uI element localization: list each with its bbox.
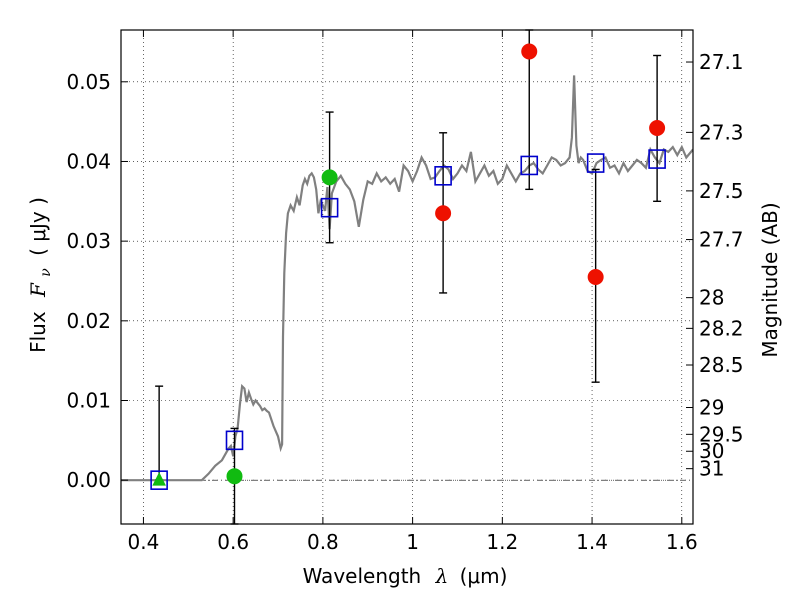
x-tick-label: 1.6 [666, 530, 698, 554]
y-axis-label-symbol: F [26, 282, 50, 298]
y2-tick-label: 27.5 [699, 179, 744, 203]
triangle-marker [152, 472, 166, 486]
ticks: 0.4 0.6 0.8 1 1.2 1.4 1.6 0.00 0.01 0.02 0.03 0.04 0… [66, 30, 744, 554]
y-tick-label: 0.00 [66, 468, 111, 492]
x-tick-label: 1 [406, 530, 419, 554]
square-marker [586, 153, 605, 173]
circle-marker [587, 269, 604, 285]
circle-marker [226, 468, 243, 485]
square-marker [434, 166, 452, 186]
y2-tick-label: 30 [699, 439, 724, 463]
circle-marker [649, 120, 666, 137]
model-spectrum-line [121, 75, 693, 482]
y2-tick-label: 27.7 [699, 228, 744, 252]
x-tick-label: 0.4 [128, 530, 160, 554]
square-marker [648, 149, 666, 169]
y2-tick-label: 28.5 [699, 353, 744, 377]
square-marker [520, 155, 539, 176]
y2-tick-label: 31 [699, 457, 724, 481]
y2-tick-label: 28.2 [699, 316, 744, 340]
y-tick-label: 0.04 [66, 149, 111, 173]
y-tick-label: 0.05 [66, 70, 111, 94]
y-tick-label: 0.03 [66, 229, 111, 253]
y-axis-label-subscript: ν [38, 268, 54, 277]
square-marker [225, 430, 244, 451]
plot-frame [120, 29, 694, 525]
y2-tick-label: 29.5 [699, 422, 744, 446]
y-tick-label: 0.01 [66, 389, 111, 413]
x-axis-label-unit: (μm) [460, 564, 508, 588]
x-axis-label-symbol: λ [435, 564, 449, 588]
square-marker [150, 470, 168, 490]
circle-marker [435, 205, 452, 222]
y2-tick-label: 27.3 [699, 120, 744, 144]
circle-marker [521, 43, 538, 60]
x-tick-label: 0.6 [217, 530, 249, 554]
x-tick-label: 1.4 [576, 530, 608, 554]
x-tick-label: 0.8 [307, 530, 339, 554]
x-tick-label: 1.2 [486, 530, 518, 554]
y2-axis-label: Magnitude (AB) [758, 202, 782, 357]
square-marker [320, 197, 339, 218]
y2-tick-label: 28 [699, 286, 724, 310]
x-axis-label-prefix: Wavelength [303, 564, 422, 588]
grid [121, 30, 693, 524]
series [121, 29, 693, 525]
y-axis-label: Flux F ν ( μJy ) [26, 197, 55, 353]
y2-tick-label: 27.1 [699, 50, 744, 74]
y-tick-label: 0.02 [66, 309, 111, 333]
x-axis-label: Wavelength λ (μm) [303, 564, 508, 588]
y2-tick-label: 29 [699, 396, 724, 420]
y-axis-label-prefix: Flux [26, 311, 50, 353]
circle-marker [321, 169, 338, 186]
y-axis-label-unit: ( μJy ) [26, 197, 50, 256]
